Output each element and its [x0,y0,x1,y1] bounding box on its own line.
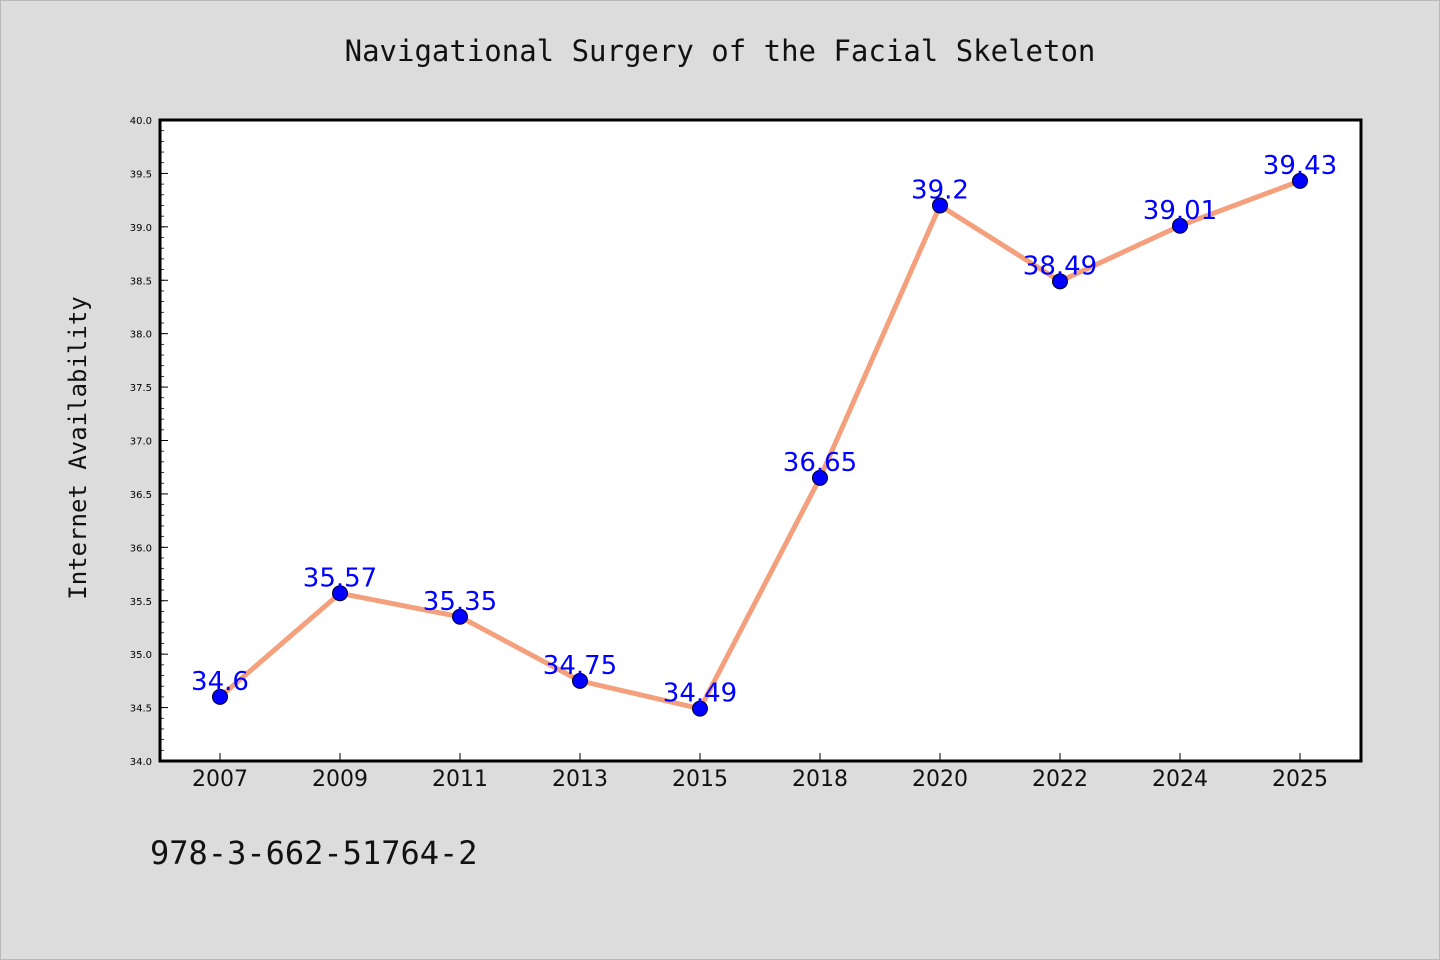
y-tick-label: 36.5 [130,490,152,501]
data-label: 39.01 [1143,196,1217,226]
plot-area [158,118,1363,763]
y-tick-label: 40.0 [130,116,152,127]
series-line [217,178,1303,712]
data-label: 35.35 [423,587,497,617]
x-tick-label: 2024 [1152,767,1208,792]
data-label: 36.65 [783,448,857,478]
data-point [812,469,828,486]
data-point [332,585,348,602]
x-tick-label: 2011 [432,767,488,792]
data-label: 39.43 [1263,151,1337,181]
data-point [692,700,708,717]
data-point [572,672,588,689]
x-tick-label: 2022 [1032,767,1088,792]
y-tick-label: 38.0 [130,330,152,341]
y-tick-label: 36.0 [130,543,152,554]
chart-title: Navigational Surgery of the Facial Skele… [344,34,1096,68]
y-tick-label: 37.5 [130,383,152,394]
x-tick-label: 2015 [672,767,728,792]
y-tick-label: 39.0 [130,223,152,234]
data-label: 39.2 [911,175,969,205]
data-point [1172,217,1188,234]
y-tick-label: 35.0 [130,650,152,661]
y-tick-label: 37.0 [130,437,152,448]
y-axis: 34.0 34.5 35.0 35.5 36.0 36.5 37.0 37.5 38.0 38.5… [130,116,168,768]
data-point [212,688,228,705]
data-point [932,197,948,214]
x-tick-label: 2013 [552,767,608,792]
x-tick-label: 2007 [192,767,248,792]
data-point [1292,172,1308,189]
data-point [452,608,468,625]
y-tick-label: 34.0 [130,757,152,768]
data-label: 34.49 [663,679,737,709]
data-label: 35.57 [303,563,377,593]
y-tick-label: 38.5 [130,276,152,287]
data-label: 34.75 [543,651,617,681]
y-tick-label: 34.5 [130,704,152,715]
data-label: 34.6 [191,667,249,697]
x-axis: 2007 2009 2011 2013 2015 2018 2020 2022 2024 2025 [192,753,1328,792]
data-label: 38.49 [1023,251,1097,281]
x-tick-label: 2009 [312,767,368,792]
data-point [1052,273,1068,290]
footer-isbn: 978-3-662-51764-2 [150,834,478,872]
y-tick-label: 39.5 [130,169,152,180]
x-tick-label: 2018 [792,767,848,792]
x-tick-label: 2020 [912,767,968,792]
x-tick-label: 2025 [1272,767,1328,792]
y-tick-label: 35.5 [130,597,152,608]
series-group: 34.6 35.57 35.35 34.75 34.49 36.65 39.2 38.49 39… [191,151,1337,717]
